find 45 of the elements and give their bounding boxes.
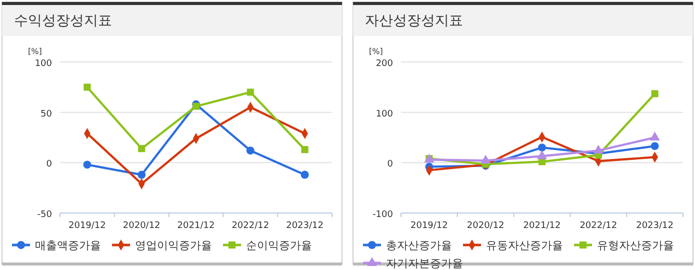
x-tick-label: 2023/12: [286, 221, 324, 231]
point: [138, 145, 146, 152]
legend-label: 영업이익증가율: [135, 239, 212, 252]
point: [300, 170, 309, 179]
y-tick-label: 50: [40, 109, 52, 120]
y-tick-label: 100: [34, 59, 52, 69]
x-tick-label: 2019/12: [68, 221, 106, 231]
legend-label: 유동자산증가율: [486, 239, 563, 252]
legend-label: 총자산증가율: [386, 239, 452, 252]
y-tick-label: 100: [376, 109, 394, 120]
x-tick-label: 2023/12: [636, 221, 674, 231]
point: [84, 84, 91, 91]
point: [83, 160, 92, 169]
legend-label: 유형자산증가율: [597, 239, 674, 252]
y-tick-label: -100: [372, 210, 394, 220]
x-tick-label: 2021/12: [523, 221, 561, 231]
y-tick-label: 0: [46, 160, 52, 170]
point: [651, 90, 658, 98]
x-tick-label: 2019/12: [410, 221, 448, 231]
point: [536, 150, 548, 160]
chart-title: 수익성장성지표: [14, 13, 112, 29]
x-tick-label: 2022/12: [580, 221, 618, 231]
point: [138, 170, 146, 179]
y-axis-title: [%]: [28, 47, 42, 56]
point: [246, 88, 254, 96]
y-tick-label: 0: [387, 160, 394, 170]
point: [650, 132, 660, 140]
legend-label: 순이익증가율: [246, 239, 312, 252]
x-tick-label: 2020/12: [122, 221, 160, 231]
point: [246, 146, 254, 155]
point: [301, 146, 308, 154]
x-tick-label: 2021/12: [177, 221, 215, 231]
chart-title: 자산성장성지표: [365, 13, 463, 29]
point: [192, 102, 200, 110]
point: [593, 144, 604, 154]
point: [650, 142, 659, 150]
legend-label: 자기자본증가율: [386, 257, 463, 270]
x-tick-label: 2022/12: [232, 221, 270, 231]
x-tick-label: 2020/12: [466, 221, 504, 231]
point: [538, 144, 546, 152]
y-tick-label: 200: [376, 59, 394, 69]
legend-label: 매출액증가율: [35, 239, 101, 252]
y-axis-title: [%]: [369, 47, 383, 56]
point: [480, 154, 491, 164]
y-tick-label: -50: [37, 210, 52, 220]
